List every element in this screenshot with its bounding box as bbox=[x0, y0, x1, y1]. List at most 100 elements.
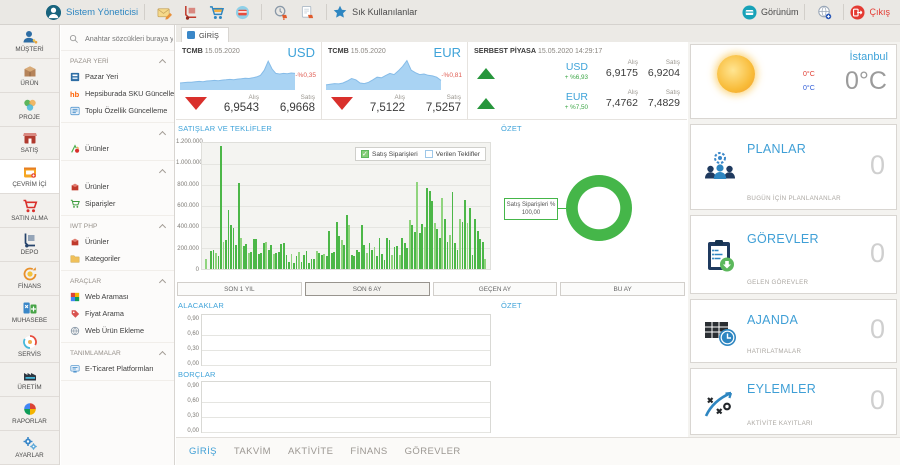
bottom-tab-gi-ri[interactable]: GİRİŞ bbox=[189, 446, 217, 457]
menu-item-fiyat-arama[interactable]: Fiyat Arama bbox=[61, 305, 174, 322]
sidebar-item-evri-m-i-i[interactable]: ÇEVRİM İÇİ bbox=[0, 160, 59, 194]
receivables-summary-title: ÖZET bbox=[501, 301, 522, 310]
hepsiburada-icon: hb bbox=[70, 89, 80, 99]
menu-item-web-aramasi[interactable]: Web Araması bbox=[61, 288, 174, 305]
menu-item-sipari-ler[interactable]: Siparişler bbox=[61, 195, 174, 212]
shipment-button[interactable] bbox=[177, 2, 203, 22]
search-input[interactable] bbox=[83, 33, 175, 44]
sidebar-item-label: MUHASEBE bbox=[12, 318, 47, 325]
menu-section-header[interactable]: PAZAR YERİ bbox=[61, 51, 174, 68]
language-button[interactable] bbox=[811, 2, 837, 22]
view-label: Görünüm bbox=[761, 7, 799, 17]
cart-button[interactable] bbox=[203, 2, 229, 22]
menu-item-r-nler[interactable]: Ürünler bbox=[61, 233, 174, 250]
sidebar-item-sati[interactable]: SATIŞ bbox=[0, 127, 59, 161]
menu-item-kategoriler[interactable]: Kategoriler bbox=[61, 250, 174, 267]
mail-button[interactable] bbox=[151, 2, 177, 22]
trend-up-icon bbox=[477, 98, 495, 109]
view-button[interactable]: Görünüm bbox=[742, 5, 799, 20]
menu-section-tanimlamalar: TANIMLAMALARE-Ticaret Platformları bbox=[61, 343, 174, 381]
menu-item-label: Toplu Özellik Güncelleme bbox=[85, 106, 167, 115]
sidebar-item-muhasebe[interactable]: MUHASEBE bbox=[0, 296, 59, 330]
sales-bar-chart: ✓Satış Siparişleri Verilen Teklifler bbox=[201, 142, 491, 270]
sidebar-item-satin-alma[interactable]: SATIN ALMA bbox=[0, 194, 59, 228]
card-gorevler[interactable]: GÖREVLERGELEN GÖREVLER0 bbox=[690, 215, 897, 294]
pending-orders-button[interactable] bbox=[268, 2, 294, 22]
receivables-chart bbox=[201, 314, 491, 366]
checkbox-unchecked-icon[interactable] bbox=[425, 150, 433, 158]
sidebar-item-depo[interactable]: DEPO bbox=[0, 228, 59, 262]
card-planlar[interactable]: PLANLARBUGÜN İÇİN PLANLANANLAR0 bbox=[690, 124, 897, 210]
menu-item-label: Ürünler bbox=[85, 237, 109, 246]
bottom-tab-akti-vi-te[interactable]: AKTİVİTE bbox=[288, 446, 333, 457]
ecommerce-platforms-icon bbox=[70, 364, 80, 374]
sidebar-item-servi-s[interactable]: SERVİS bbox=[0, 330, 59, 364]
pos-button[interactable] bbox=[229, 2, 255, 22]
range-button-son-6-ay[interactable]: SON 6 AY bbox=[305, 282, 430, 296]
buy-column: Alış 7,5122 bbox=[370, 94, 405, 114]
weather-card: İstanbul 0°C 0°C 0°C bbox=[690, 44, 897, 119]
menu-section-header[interactable]: TANIMLAMALAR bbox=[61, 343, 174, 360]
checkbox-checked-icon[interactable]: ✓ bbox=[361, 150, 369, 158]
legend-item-sati-sipari-leri[interactable]: ✓Satış Siparişleri bbox=[361, 150, 418, 158]
trend-up-icon bbox=[477, 68, 495, 79]
toolbar-separator bbox=[804, 4, 805, 20]
bottom-tab-g-revler[interactable]: GÖREVLER bbox=[405, 446, 461, 457]
sidebar-item-reti-m[interactable]: ÜRETİM bbox=[0, 363, 59, 397]
currency-source: TCMB 15.05.2020 bbox=[182, 46, 240, 55]
service-icon bbox=[22, 334, 38, 350]
draft-orders-button[interactable] bbox=[294, 2, 320, 22]
menu-item-e-ticaret-platformlari[interactable]: E-Ticaret Platformları bbox=[61, 360, 174, 377]
usd-sparkline-chart bbox=[179, 55, 296, 91]
sidebar-item-ayarlar[interactable]: AYARLAR bbox=[0, 431, 59, 465]
card-title[interactable]: GÖREVLER bbox=[747, 232, 819, 246]
menu-item-hepsiburada-sku-g-ncelleme[interactable]: hbHepsiburada SKU Güncelleme bbox=[61, 85, 174, 102]
tasks-icon bbox=[702, 238, 738, 274]
sidebar-item-r-n[interactable]: ÜRÜN bbox=[0, 59, 59, 93]
sidebar-item-m-teri[interactable]: MÜŞTERİ bbox=[0, 25, 59, 59]
menu-section-header[interactable]: IWT PHP bbox=[61, 216, 174, 233]
menu-item-r-nler[interactable]: Ürünler bbox=[61, 178, 174, 195]
free-market-row-usd: USD+ %6,93 Alış6,9175 Satış6,9204 bbox=[468, 59, 687, 86]
mail-icon bbox=[157, 5, 172, 20]
menu-item-web-r-n-ekleme[interactable]: Web Ürün Ekleme bbox=[61, 322, 174, 339]
handtruck-icon bbox=[183, 5, 198, 20]
menu-item-toplu-zellik-g-ncelleme[interactable]: Toplu Özellik Güncelleme bbox=[61, 102, 174, 119]
customers-icon bbox=[22, 29, 38, 45]
favorites-button[interactable]: Sık Kullanılanlar bbox=[333, 5, 417, 19]
currency-change: + %6,93 bbox=[498, 74, 588, 81]
gridline bbox=[202, 365, 490, 366]
card-title[interactable]: PLANLAR bbox=[747, 142, 806, 156]
card-title[interactable]: AJANDA bbox=[747, 313, 798, 327]
card-title[interactable]: EYLEMLER bbox=[747, 382, 816, 396]
legend-item-verilen-teklifler[interactable]: Verilen Teklifler bbox=[425, 150, 480, 158]
bottom-tab-fi-nans[interactable]: FİNANS bbox=[350, 446, 387, 457]
menu-section-header[interactable] bbox=[61, 123, 174, 140]
chevron-up-icon bbox=[159, 59, 166, 66]
range-button-bu-ay[interactable]: BU AY bbox=[560, 282, 685, 296]
toolbar-separator bbox=[326, 4, 327, 20]
bottom-tab-takvi-m[interactable]: TAKVİM bbox=[234, 446, 271, 457]
exit-label: Çıkış bbox=[869, 7, 890, 17]
menu-section-header[interactable] bbox=[61, 161, 174, 178]
range-button-son-1-yil[interactable]: SON 1 YIL bbox=[177, 282, 302, 296]
user-chip[interactable]: Sistem Yöneticisi bbox=[46, 5, 138, 20]
menu-item-label: Pazar Yeri bbox=[85, 72, 118, 81]
sun-icon bbox=[717, 55, 755, 93]
range-button-ge-en-ay[interactable]: GEÇEN AY bbox=[433, 282, 558, 296]
exit-button[interactable]: Çıkış bbox=[850, 5, 890, 20]
sidebar-item-raporlar[interactable]: RAPORLAR bbox=[0, 397, 59, 431]
sidebar-item-proje[interactable]: PROJE bbox=[0, 93, 59, 127]
trend-down-icon bbox=[331, 97, 353, 110]
card-eylemler[interactable]: EYLEMLERAKTİVİTE KAYITLARI0 bbox=[690, 368, 897, 435]
sidebar-item-fi-nans[interactable]: FİNANS bbox=[0, 262, 59, 296]
y-axis-tick: 1.000.000 bbox=[176, 160, 199, 166]
favorites-label: Sık Kullanılanlar bbox=[352, 7, 417, 17]
card-ajanda[interactable]: AJANDAHATIRLATMALAR0 bbox=[690, 299, 897, 363]
menu-item-pazar-yeri[interactable]: Pazar Yeri bbox=[61, 68, 174, 85]
finance-icon bbox=[22, 266, 38, 282]
menu-section-header[interactable]: ARAÇLAR bbox=[61, 271, 174, 288]
tab-giris[interactable]: GİRİŞ bbox=[181, 27, 229, 42]
donut-callout-line bbox=[558, 208, 570, 209]
menu-item-r-nler[interactable]: Ürünler bbox=[61, 140, 174, 157]
